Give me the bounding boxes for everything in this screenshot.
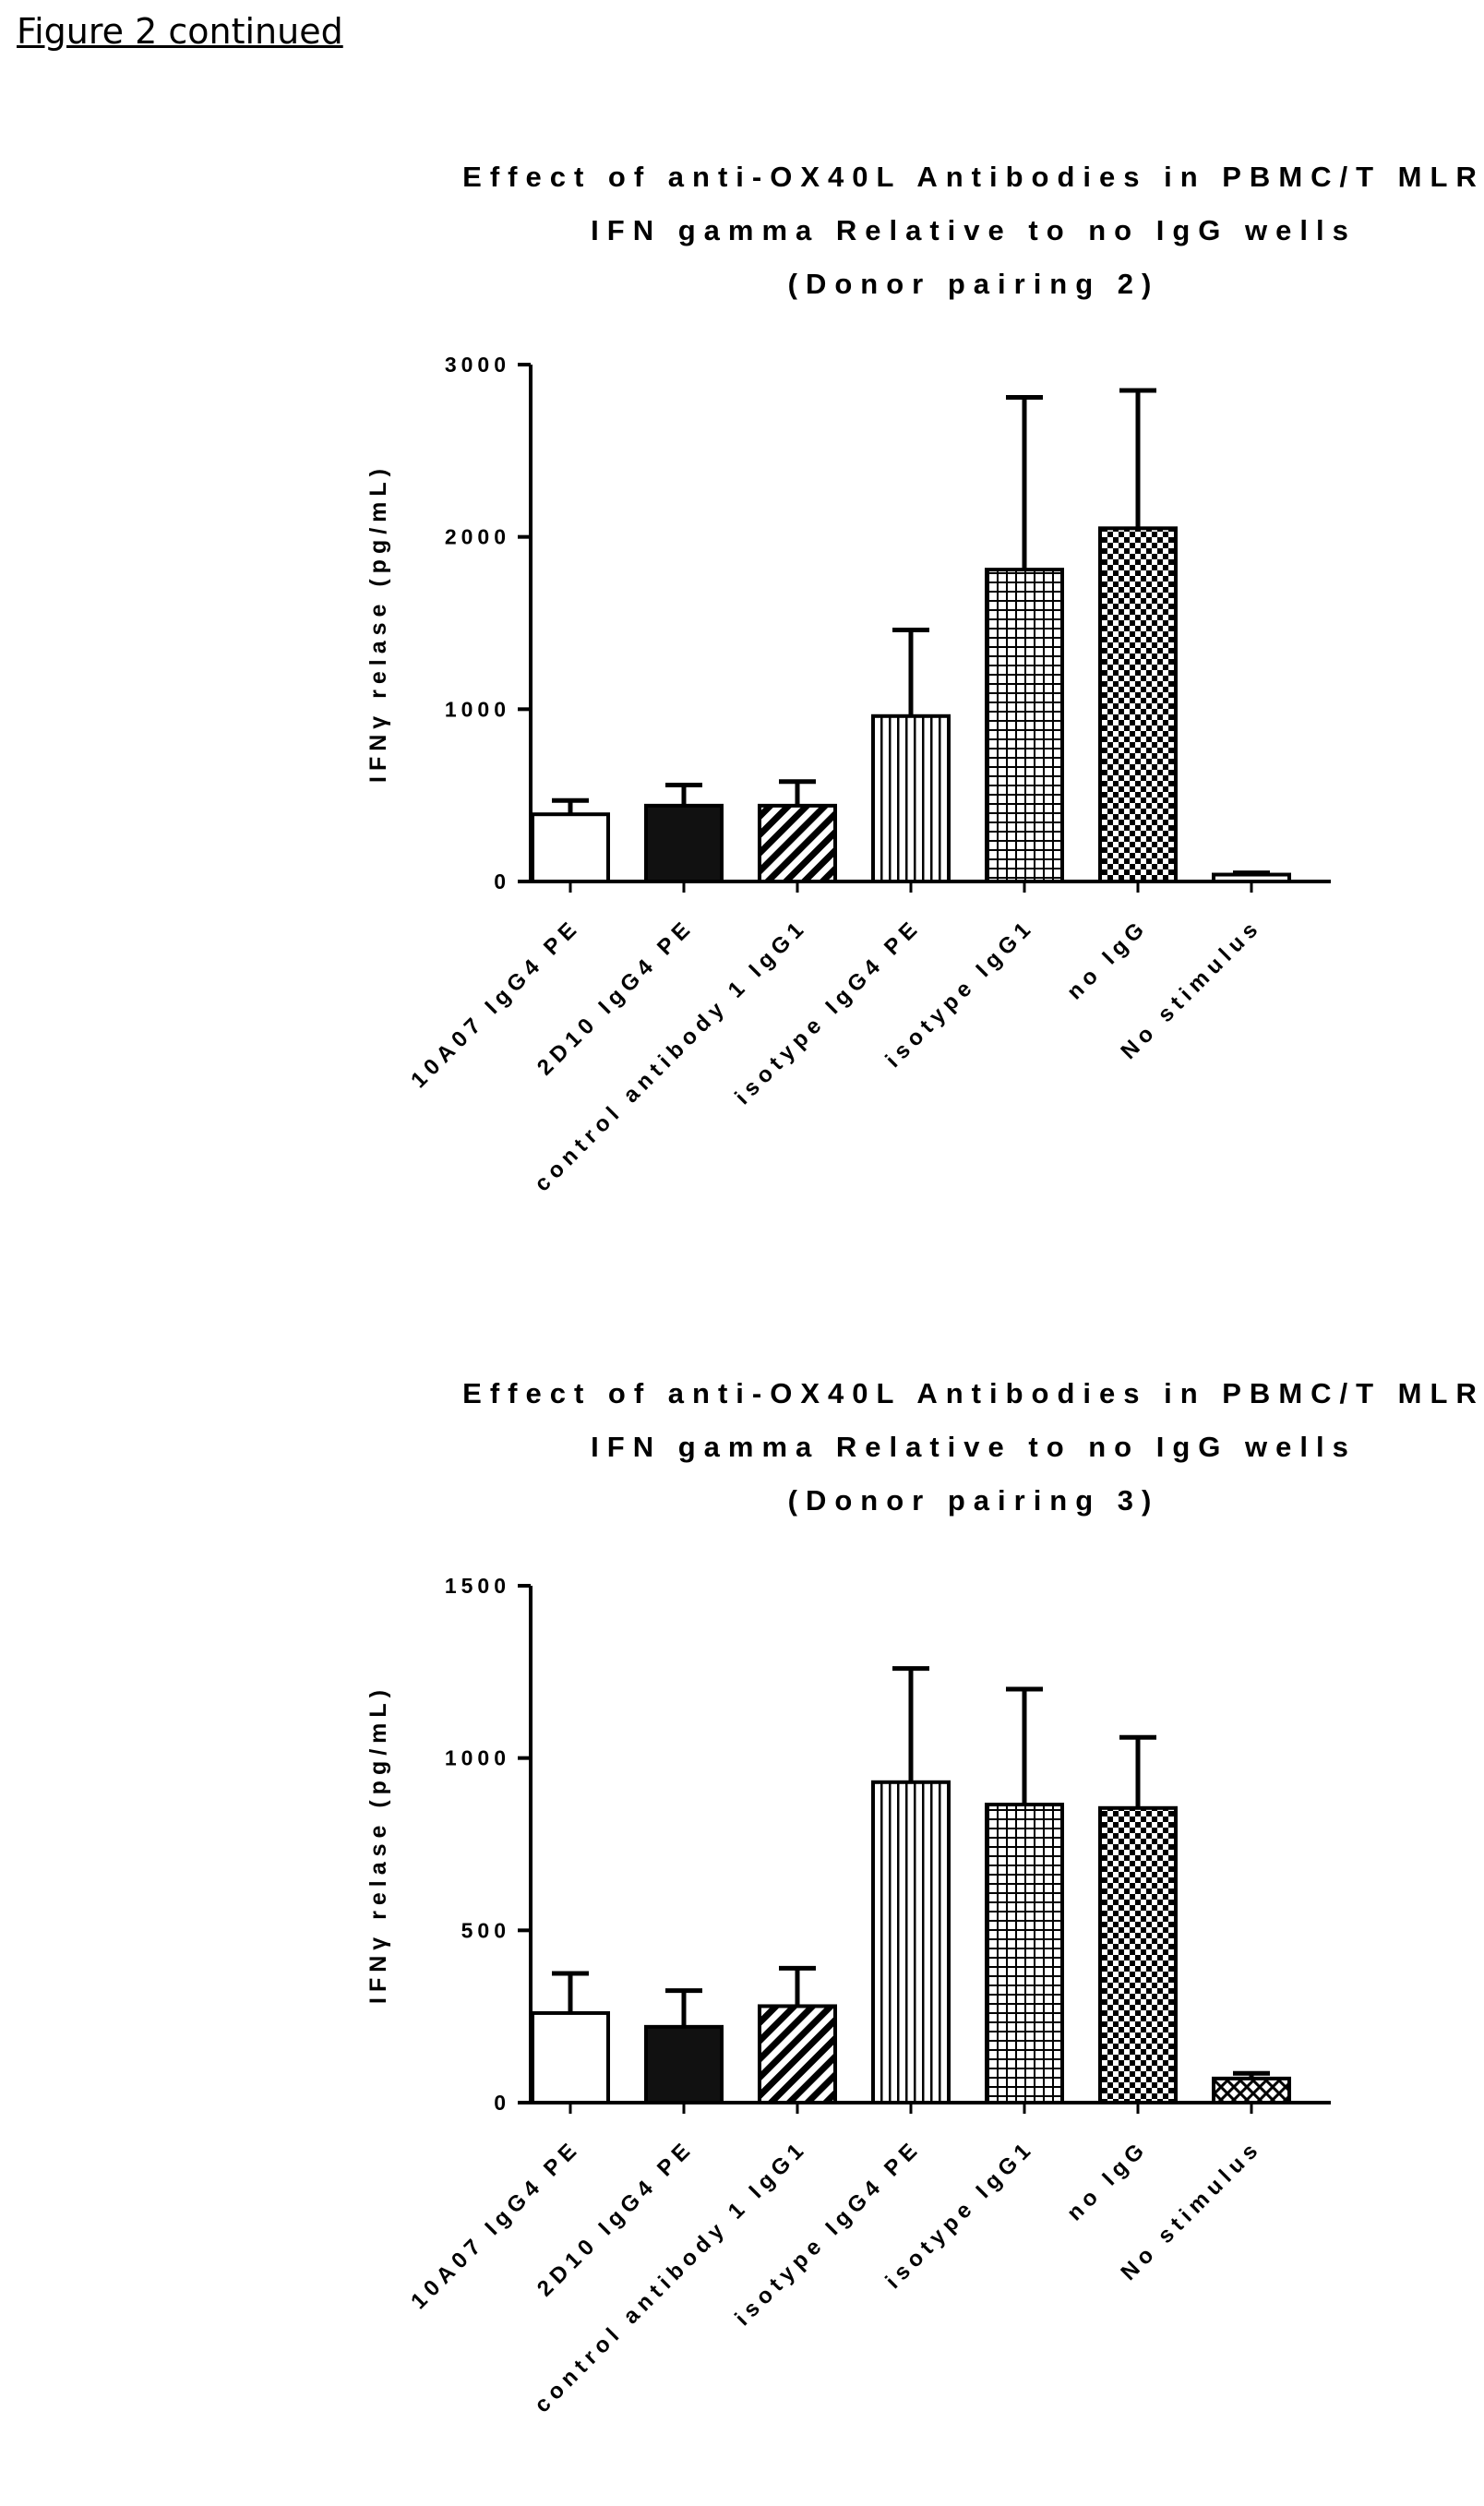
bar-7 bbox=[1212, 2076, 1291, 2105]
x-category-label: isotype IgG4 PE bbox=[730, 914, 926, 1109]
y-tick-label: 500 bbox=[461, 1918, 510, 1942]
bar-4 bbox=[871, 1780, 951, 2105]
chart-title-line: (Donor pairing 2) bbox=[788, 268, 1160, 300]
y-tick-label: 0 bbox=[494, 869, 510, 893]
bar-1 bbox=[531, 812, 610, 884]
figure-label: Figure 2 continued bbox=[17, 11, 343, 52]
chart-title-line: (Donor pairing 3) bbox=[788, 1484, 1160, 1517]
bar-3 bbox=[758, 803, 837, 883]
y-axis-label: IFNγ relase (pg/mL) bbox=[365, 463, 391, 783]
y-tick-label: 2000 bbox=[445, 525, 510, 549]
bar-5 bbox=[985, 1803, 1064, 2104]
chart-title-line: IFN gamma Relative to no IgG wells bbox=[591, 214, 1357, 246]
bar-2 bbox=[644, 803, 724, 883]
y-axis-label: IFNγ relase (pg/mL) bbox=[365, 1685, 391, 2004]
y-tick-label: 0 bbox=[494, 2091, 510, 2115]
bar-5 bbox=[985, 568, 1064, 884]
y-tick-label: 3000 bbox=[445, 353, 510, 377]
y-tick-label: 1000 bbox=[445, 1746, 510, 1770]
bar-4 bbox=[871, 713, 951, 883]
chart-donor-pairing-3: Effect of anti-OX40L Antibodies in PBMC/… bbox=[365, 1377, 1484, 2417]
chart-title-line: Effect of anti-OX40L Antibodies in PBMC/… bbox=[462, 161, 1484, 193]
bar-7 bbox=[1212, 872, 1291, 883]
bar-6 bbox=[1098, 526, 1178, 883]
chart-title-line: IFN gamma Relative to no IgG wells bbox=[591, 1431, 1357, 1463]
y-tick-label: 1000 bbox=[445, 697, 510, 721]
bar-1 bbox=[531, 2010, 610, 2105]
x-category-label: no IgG bbox=[1062, 2135, 1153, 2225]
bar-2 bbox=[644, 2024, 724, 2105]
bar-6 bbox=[1098, 1805, 1178, 2105]
x-category-label: no IgG bbox=[1062, 914, 1153, 1004]
chart-title-line: Effect of anti-OX40L Antibodies in PBMC/… bbox=[462, 1377, 1484, 1409]
bar-3 bbox=[758, 2004, 837, 2104]
x-category-label: isotype IgG4 PE bbox=[730, 2135, 926, 2331]
y-tick-label: 1500 bbox=[445, 1574, 510, 1598]
chart-donor-pairing-2: Effect of anti-OX40L Antibodies in PBMC/… bbox=[365, 161, 1484, 1196]
